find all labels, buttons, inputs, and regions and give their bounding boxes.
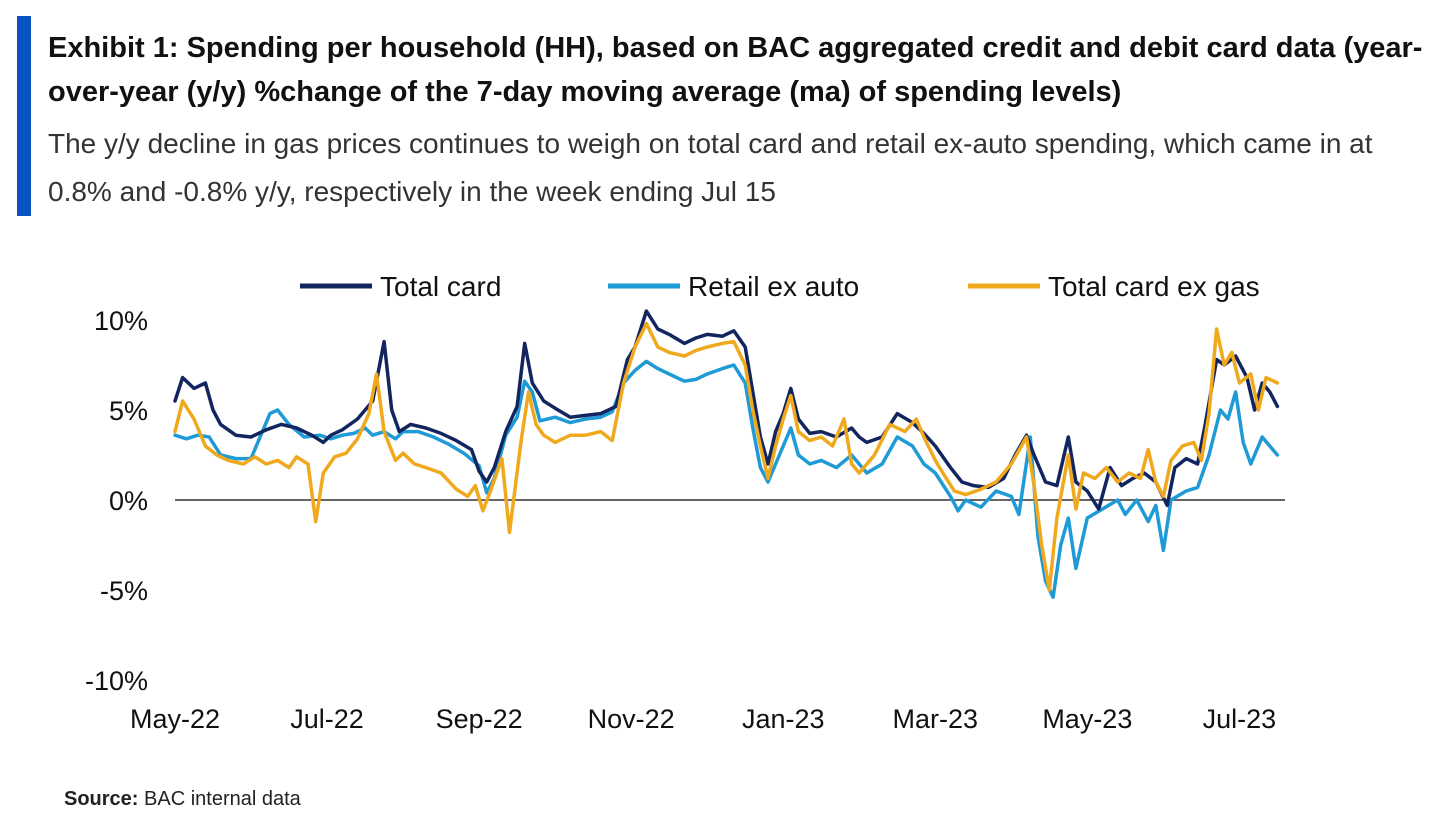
x-tick-label: May-23 bbox=[1042, 704, 1132, 734]
y-tick-label: 0% bbox=[109, 486, 148, 516]
x-tick-label: Nov-22 bbox=[588, 704, 675, 734]
accent-bar bbox=[17, 16, 31, 216]
x-tick-label: Mar-23 bbox=[893, 704, 979, 734]
y-tick-label: -10% bbox=[85, 666, 148, 696]
y-tick-label: 5% bbox=[109, 396, 148, 426]
line-chart: 10% 5% 0% -5% -10% May-22 Jul-22 Sep-22 Nov-22 Ja… bbox=[85, 271, 1285, 734]
legend-label-retail-ex-auto: Retail ex auto bbox=[688, 271, 859, 302]
x-tick-label: Jul-22 bbox=[290, 704, 364, 734]
source-label: Source: bbox=[64, 788, 139, 810]
source-text: BAC internal data bbox=[144, 788, 301, 810]
x-tick-label: Jan-23 bbox=[742, 704, 825, 734]
series-line-total-card-ex-gas bbox=[173, 321, 1280, 592]
y-tick-label: 10% bbox=[94, 306, 148, 336]
y-tick-label: -5% bbox=[100, 576, 148, 606]
series-line-retail-ex-auto bbox=[173, 359, 1280, 599]
source-note: Source: BAC internal data bbox=[64, 788, 301, 811]
chart-subtitle: The y/y decline in gas prices continues … bbox=[48, 128, 1373, 207]
x-tick-label: Sep-22 bbox=[436, 704, 523, 734]
series-line-total-card bbox=[173, 309, 1280, 511]
x-tick-label: Jul-23 bbox=[1203, 704, 1277, 734]
x-tick-label: May-22 bbox=[130, 704, 220, 734]
legend-label-total-card-ex-gas: Total card ex gas bbox=[1048, 271, 1260, 302]
legend-label-total-card: Total card bbox=[380, 271, 501, 302]
chart-title: Exhibit 1: Spending per household (HH), … bbox=[48, 32, 1423, 108]
